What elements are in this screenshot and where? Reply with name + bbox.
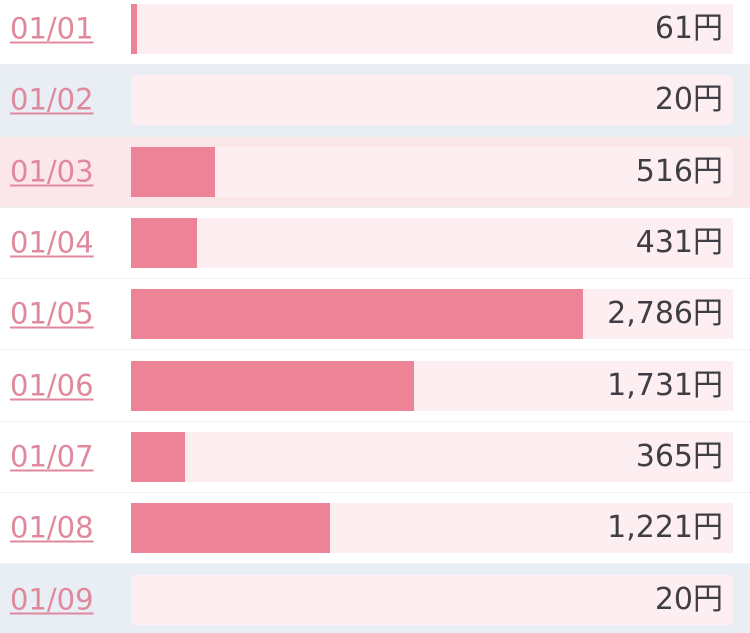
date-link[interactable]: 01/07 (10, 439, 94, 474)
bar-track: 1,221円 (131, 503, 733, 554)
date-link[interactable]: 01/04 (10, 225, 94, 260)
date-link[interactable]: 01/09 (10, 582, 94, 617)
daily-cost-row: 01/06 1,731円 (0, 350, 750, 422)
value-label: 365円 (635, 438, 723, 474)
value-bar (131, 4, 138, 55)
date-link[interactable]: 01/02 (10, 82, 94, 117)
bar-track: 516円 (131, 146, 733, 197)
daily-cost-row: 01/02 20円 (0, 65, 750, 137)
daily-cost-row: 01/05 2,786円 (0, 279, 750, 351)
value-bar (131, 503, 330, 554)
date-link[interactable]: 01/06 (10, 368, 94, 403)
value-bar (131, 146, 216, 197)
value-label: 20円 (654, 581, 723, 617)
bar-track: 61円 (131, 4, 733, 55)
value-bar (131, 218, 198, 269)
value-bar (131, 360, 414, 411)
bar-track: 365円 (131, 431, 733, 482)
bar-track: 431円 (131, 218, 733, 269)
daily-cost-row: 01/01 61円 (0, 0, 750, 66)
bar-track: 20円 (131, 75, 733, 126)
value-label: 61円 (654, 11, 723, 47)
date-link[interactable]: 01/01 (10, 11, 94, 46)
value-label: 1,221円 (607, 510, 723, 546)
date-link[interactable]: 01/03 (10, 154, 94, 189)
value-label: 1,731円 (607, 367, 723, 403)
daily-cost-row: 01/09 20円 (0, 564, 750, 633)
date-link[interactable]: 01/08 (10, 510, 94, 545)
value-bar (131, 431, 186, 482)
value-label: 2,786円 (607, 296, 723, 332)
daily-cost-row: 01/03 516円 (0, 136, 750, 208)
bar-track: 20円 (131, 574, 733, 625)
daily-cost-row: 01/04 431円 (0, 207, 750, 280)
bar-track: 1,731円 (131, 360, 733, 411)
date-link[interactable]: 01/05 (10, 296, 94, 331)
daily-cost-row: 01/07 365円 (0, 421, 750, 494)
bar-track: 2,786円 (131, 289, 733, 340)
daily-cost-row: 01/08 1,221円 (0, 493, 750, 565)
value-label: 516円 (635, 153, 723, 189)
value-label: 431円 (635, 225, 723, 261)
value-bar (131, 289, 583, 340)
value-label: 20円 (654, 82, 723, 118)
